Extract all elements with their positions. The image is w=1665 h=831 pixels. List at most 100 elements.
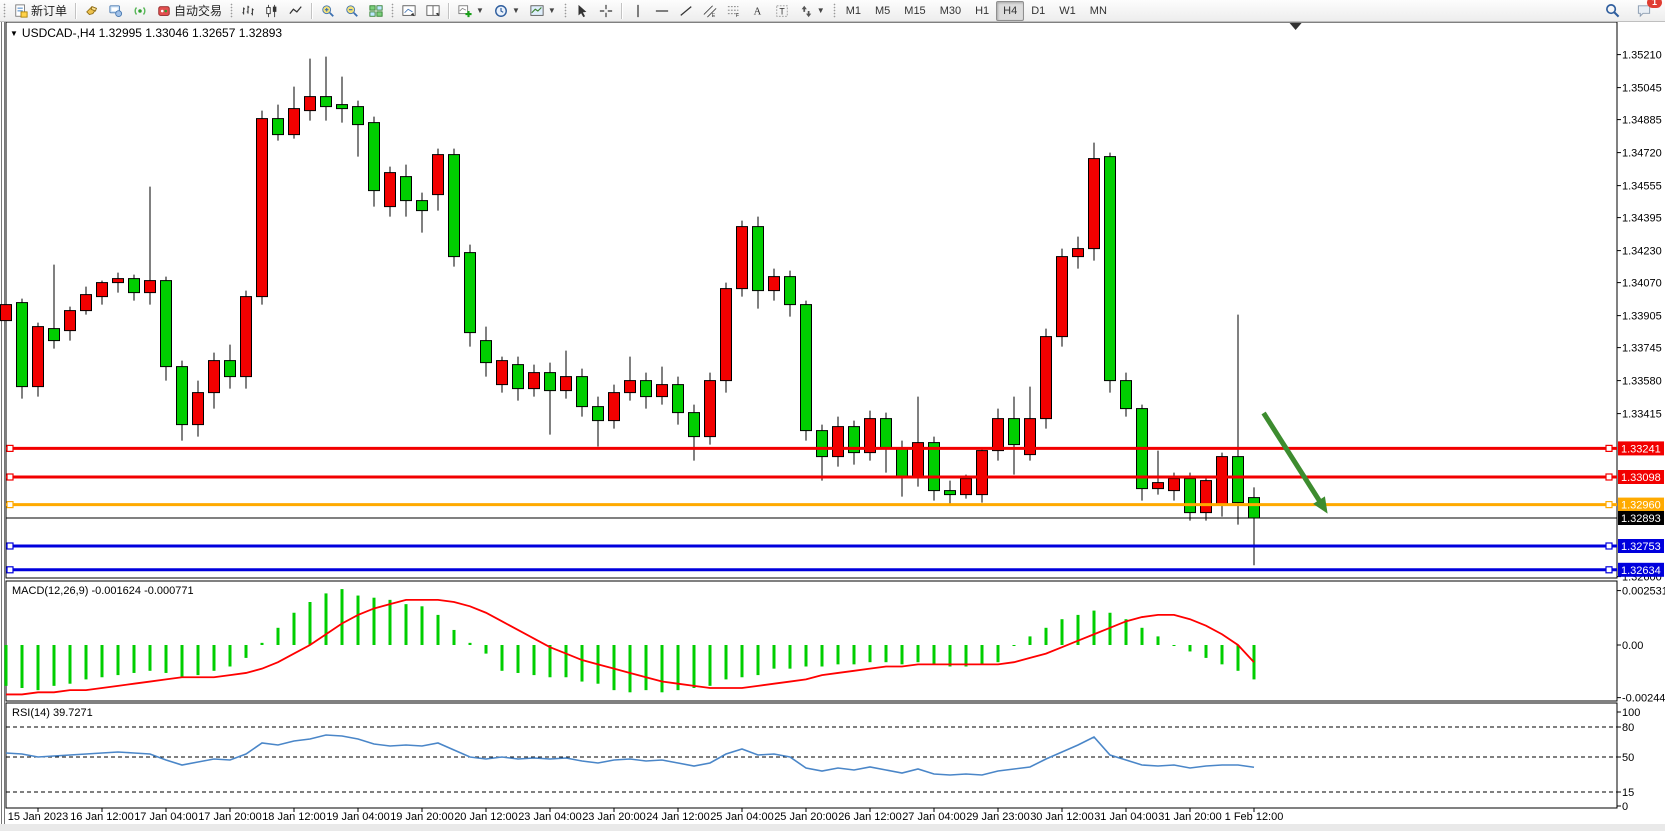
separator xyxy=(311,2,314,19)
candle xyxy=(768,276,780,292)
zoom-in-button[interactable] xyxy=(316,0,340,21)
indicators-window-icon xyxy=(402,4,416,18)
indicators-window-button[interactable] xyxy=(397,0,421,21)
crosshair-button[interactable] xyxy=(594,0,618,21)
macd-histogram-bar xyxy=(948,645,952,667)
time-axis-label: 17 Jan 20:00 xyxy=(198,811,262,823)
macd-histogram-bar xyxy=(740,645,744,678)
channel-button[interactable]: E xyxy=(698,0,722,21)
macd-histogram-bar xyxy=(708,645,712,686)
timeframe-m5[interactable]: M5 xyxy=(875,4,891,17)
market-watch-button[interactable] xyxy=(80,0,104,21)
signal-button[interactable] xyxy=(128,0,152,21)
price-axis-label: 1.35045 xyxy=(1622,83,1662,95)
timeframe-mn[interactable]: MN xyxy=(1089,4,1107,17)
line-handle[interactable] xyxy=(1605,501,1613,509)
fibonacci-button[interactable]: F xyxy=(722,0,746,21)
cursor-button[interactable] xyxy=(570,0,594,21)
candle xyxy=(1184,478,1196,514)
toolbar-grip[interactable] xyxy=(2,3,7,18)
macd-histogram-bar xyxy=(276,627,280,645)
time-axis-label: 29 Jan 23:00 xyxy=(966,811,1030,823)
macd-histogram-bar xyxy=(404,604,408,645)
timeframe-w1[interactable]: W1 xyxy=(1059,4,1076,17)
line-handle[interactable] xyxy=(1605,542,1613,550)
macd-histogram-bar xyxy=(228,645,232,667)
window-bottom-edge xyxy=(0,824,1665,831)
tile-windows-button[interactable] xyxy=(364,0,388,21)
bar-chart-button[interactable] xyxy=(236,0,260,21)
timeframe-toolbar: M1 M5 M15 M30 H1 H4 D1 W1 MN xyxy=(839,0,1114,21)
time-axis-label: 31 Jan 20:00 xyxy=(1158,811,1222,823)
text-button[interactable]: A xyxy=(746,0,770,21)
candle xyxy=(96,282,108,298)
crosshair-icon xyxy=(599,4,613,18)
candle xyxy=(80,294,92,312)
toolbar-grip[interactable] xyxy=(831,3,837,18)
rsi-axis-label: 100 xyxy=(1622,707,1640,719)
candle xyxy=(240,296,252,378)
clock-icon xyxy=(494,4,508,18)
macd-histogram-bar xyxy=(868,645,872,663)
macd-histogram-bar xyxy=(804,645,808,667)
line-chart-button[interactable] xyxy=(284,0,308,21)
timeframe-m15[interactable]: M15 xyxy=(904,4,926,17)
line-handle[interactable] xyxy=(6,542,14,550)
label-button[interactable]: T xyxy=(770,0,794,21)
price-line-badge xyxy=(1618,441,1664,456)
timeframe-m1[interactable]: M1 xyxy=(845,4,861,17)
autotrading-button[interactable]: 自动交易 xyxy=(152,0,227,21)
line-handle[interactable] xyxy=(1605,566,1613,574)
templates-button[interactable]: ▼ xyxy=(525,0,561,21)
line-handle[interactable] xyxy=(1605,444,1613,452)
chart-shift-marker[interactable] xyxy=(1289,23,1302,30)
macd-axis-label: 0.00 xyxy=(1622,640,1643,652)
add-indicator-button[interactable]: ▼ xyxy=(453,0,489,21)
line-chart-icon xyxy=(289,4,303,18)
rsi-label: RSI(14) 39.7271 xyxy=(12,707,93,719)
symbol-title[interactable]: ▼ USDCAD-,H4 1.32995 1.33046 1.32657 1.32… xyxy=(10,26,282,40)
line-handle[interactable] xyxy=(6,444,14,452)
candlestick-chart-button[interactable] xyxy=(260,0,284,21)
macd-histogram-bar xyxy=(468,642,472,645)
periods-button[interactable]: ▼ xyxy=(489,0,525,21)
line-handle[interactable] xyxy=(1605,473,1613,481)
price-axis-label: 1.33580 xyxy=(1622,376,1662,388)
toolbar-grip[interactable] xyxy=(229,3,235,18)
line-handle[interactable] xyxy=(6,566,14,574)
horizontal-line-button[interactable] xyxy=(650,0,674,21)
trend-arrow[interactable] xyxy=(1261,411,1323,504)
terminal-button[interactable] xyxy=(104,0,128,21)
timeframe-m30[interactable]: M30 xyxy=(939,4,962,17)
vertical-line-button[interactable] xyxy=(626,0,650,21)
data-window-button[interactable] xyxy=(421,0,445,21)
candle xyxy=(608,392,620,422)
price-axis-label: 1.35210 xyxy=(1622,50,1662,62)
line-handle[interactable] xyxy=(6,501,14,509)
new-order-button[interactable]: 新订单 xyxy=(9,0,72,21)
candle xyxy=(400,176,412,202)
template-icon xyxy=(530,4,544,18)
timeframe-h4[interactable]: H4 xyxy=(996,0,1025,21)
price-line-badge-label: 1.33098 xyxy=(1621,472,1661,484)
toolbar-grip[interactable] xyxy=(562,3,568,18)
macd-histogram-bar xyxy=(884,645,888,663)
shapes-button[interactable]: ▼ xyxy=(794,0,830,21)
price-axis-label: 1.33415 xyxy=(1622,409,1662,421)
time-axis-label: 23 Jan 04:00 xyxy=(518,811,582,823)
price-axis-label: 1.34720 xyxy=(1622,148,1662,160)
macd-histogram-bar xyxy=(852,645,856,665)
timeframe-h1[interactable]: H1 xyxy=(975,4,990,17)
macd-histogram-bar xyxy=(964,645,968,667)
line-handle[interactable] xyxy=(6,473,14,481)
toolbar-grip[interactable] xyxy=(390,3,396,18)
notifications-button[interactable]: 1 xyxy=(1631,0,1662,21)
trendline-button[interactable] xyxy=(674,0,698,21)
timeframe-d1[interactable]: D1 xyxy=(1031,4,1046,17)
search-button[interactable] xyxy=(1600,0,1625,21)
zoom-out-button[interactable] xyxy=(340,0,364,21)
time-axis-label: 17 Jan 04:00 xyxy=(134,811,198,823)
price-axis-label: 1.34885 xyxy=(1622,115,1662,127)
macd-histogram-bar xyxy=(580,645,584,682)
